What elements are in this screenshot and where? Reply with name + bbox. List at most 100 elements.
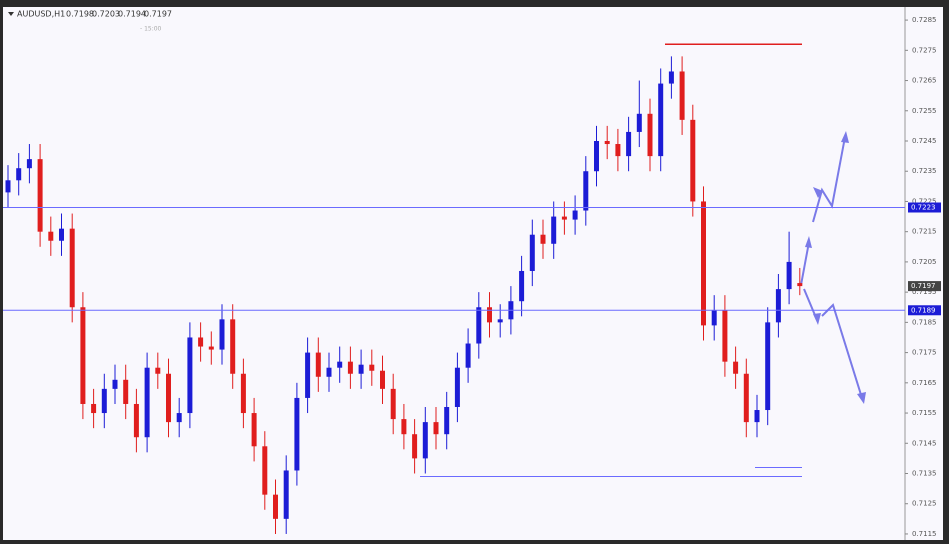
candle-body <box>358 364 364 374</box>
candle-body <box>37 159 43 232</box>
candle-body <box>133 403 139 438</box>
arrow-head <box>857 392 866 404</box>
candle-body <box>176 413 182 423</box>
y-tick-label: 0.7155 <box>912 409 937 417</box>
forecast-arrows <box>800 131 866 404</box>
candle-body <box>251 413 257 447</box>
level-label: 0.7223 <box>911 204 936 212</box>
y-tick-label: 0.7235 <box>912 167 937 175</box>
candle-body <box>583 171 589 211</box>
candle-body <box>647 113 653 157</box>
candle-body <box>144 367 150 438</box>
candle-body <box>91 403 97 414</box>
y-tick-label: 0.7275 <box>912 46 937 54</box>
candle-body <box>465 343 471 368</box>
candle-body <box>604 141 610 145</box>
candle-body <box>273 494 278 519</box>
bar-timer: - 15:00 <box>140 26 162 33</box>
candle-body <box>337 361 343 368</box>
y-tick-label: 0.7175 <box>912 349 937 357</box>
y-tick-label: 0.7255 <box>912 107 937 115</box>
candle-body <box>743 373 749 423</box>
level-label: 0.7189 <box>911 306 936 314</box>
candle-body <box>701 201 706 326</box>
candle-body <box>219 319 225 350</box>
candle-body <box>519 270 525 302</box>
candle-body <box>283 470 289 519</box>
candle-body <box>69 228 75 308</box>
candle-body <box>476 307 482 344</box>
candle-body <box>551 216 557 244</box>
y-tick-label: 0.7225 <box>912 197 937 205</box>
candle-body <box>626 131 632 157</box>
candle-body <box>786 261 792 290</box>
y-tick-label: 0.7125 <box>912 500 937 508</box>
candle-body <box>369 364 375 371</box>
candle-body <box>401 419 407 435</box>
candle-body <box>765 322 771 411</box>
candle-body <box>722 310 728 362</box>
candle-body <box>208 346 214 350</box>
candle-body <box>422 422 428 459</box>
candle-body <box>315 352 321 377</box>
candle-body <box>615 144 621 157</box>
candle-body <box>797 283 803 287</box>
candle-body <box>754 410 760 423</box>
header-close: 0.7197 <box>144 10 172 19</box>
candle-body <box>668 71 674 84</box>
candle-body <box>326 367 332 377</box>
symbol-title: AUDUSD,H1 <box>17 10 65 19</box>
y-tick-label: 0.7285 <box>912 16 937 24</box>
candle-body <box>101 388 107 414</box>
plot-background <box>3 7 943 540</box>
candle-body <box>733 361 739 374</box>
candle-body <box>690 119 696 202</box>
candle-body <box>412 434 418 459</box>
candle-body <box>390 388 396 420</box>
header-high: 0.7203 <box>92 10 120 19</box>
current-price-box <box>908 281 941 292</box>
candle-body <box>444 407 450 435</box>
candle-body <box>294 397 300 471</box>
y-tick-label: 0.7195 <box>912 288 937 296</box>
y-tick-label: 0.7205 <box>912 258 937 266</box>
candle-body <box>305 352 311 398</box>
y-tick-label: 0.7115 <box>912 530 937 538</box>
y-tick-label: 0.7245 <box>912 137 937 145</box>
candle-body <box>594 141 599 172</box>
candle-body <box>262 446 268 495</box>
candle-body <box>230 319 236 374</box>
arrow <box>821 303 863 399</box>
y-tick-label: 0.7165 <box>912 379 937 387</box>
candle-body <box>561 216 567 220</box>
arrow-head <box>813 313 821 325</box>
level-label-box <box>908 202 941 213</box>
candle-body <box>540 234 546 244</box>
candle-body <box>529 234 535 271</box>
candle-body <box>497 319 503 323</box>
candle-body <box>487 307 492 323</box>
header-low: 0.7194 <box>118 10 146 19</box>
candle-body <box>80 307 86 404</box>
candle-body <box>636 113 642 132</box>
candle-body <box>658 83 664 157</box>
candle-body <box>48 231 54 241</box>
candle-body <box>123 379 129 404</box>
candle-body <box>380 370 385 389</box>
candle-body <box>433 422 439 435</box>
collapse-icon <box>8 12 14 16</box>
candle-body <box>16 168 22 181</box>
candle-body <box>347 361 353 374</box>
arrow-head <box>805 236 812 248</box>
candle-body <box>679 71 685 120</box>
candle-body <box>155 367 161 374</box>
y-tick-label: 0.7135 <box>912 470 937 478</box>
candle-body <box>240 373 246 414</box>
candle-body <box>59 228 64 241</box>
candle-body <box>775 289 781 323</box>
candle-body <box>572 210 578 220</box>
candle-body <box>711 310 717 326</box>
candle-body <box>5 180 11 193</box>
header-open: 0.7198 <box>66 10 94 19</box>
